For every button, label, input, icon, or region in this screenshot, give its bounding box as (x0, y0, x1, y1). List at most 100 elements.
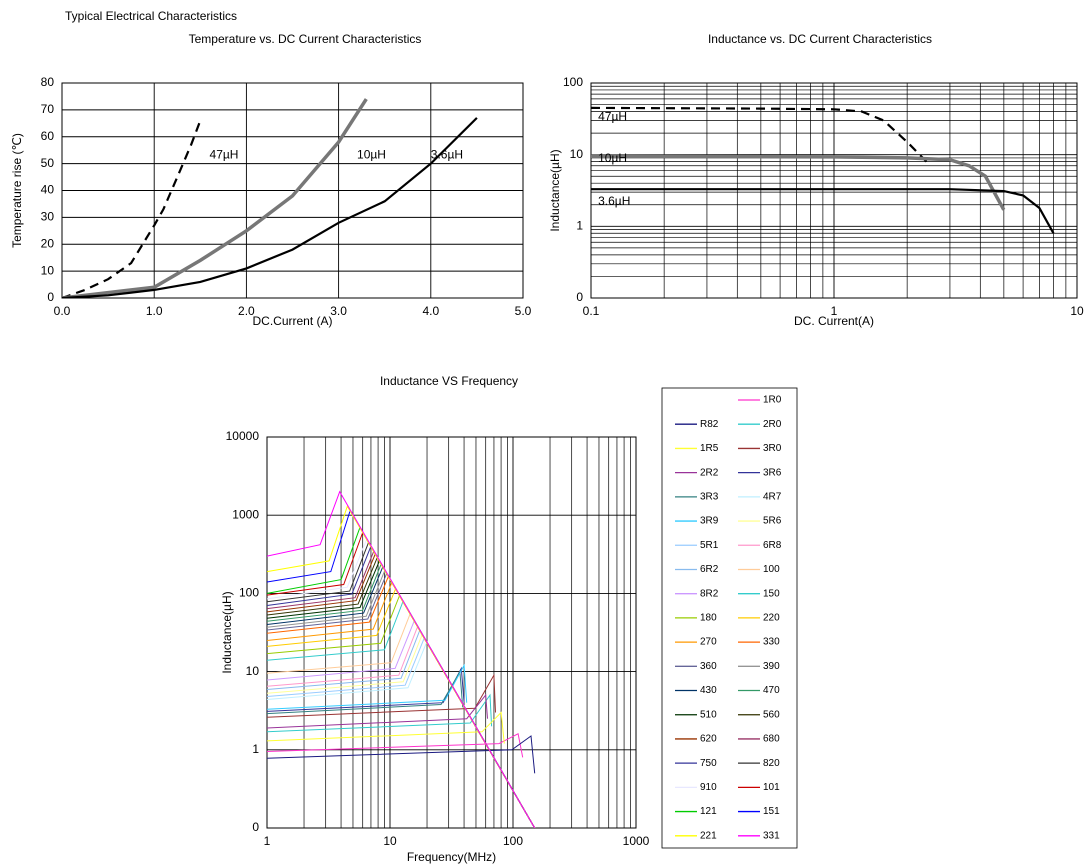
series-line (267, 733, 524, 758)
series-line (267, 669, 464, 715)
legend-label: 680 (763, 734, 780, 745)
y-tick-label: 1000 (232, 507, 259, 521)
legend-label: 330 (763, 637, 780, 648)
y-tick-label: 40 (41, 183, 55, 197)
legend-label: 820 (763, 758, 780, 769)
chart-title: Inductance vs. DC Current Characteristic… (708, 32, 932, 46)
series-label: 3.6µH (598, 194, 630, 208)
y-tick-label: 1 (576, 219, 583, 233)
x-tick-label: 1.0 (146, 304, 163, 318)
legend-label: 750 (700, 758, 717, 769)
x-tick-label: 10 (383, 834, 397, 848)
legend-label: 620 (700, 734, 717, 745)
legend-label: 1R5 (700, 443, 719, 454)
legend-label: 151 (763, 806, 780, 817)
y-tick-label: 50 (41, 156, 55, 170)
series-label: 10µH (598, 151, 627, 165)
y-tick-label: 30 (41, 210, 55, 224)
y-tick-label: 70 (41, 102, 55, 116)
series-line (267, 673, 496, 718)
series-label: 47µH (210, 148, 239, 162)
legend-label: 510 (700, 709, 717, 720)
x-axis-label: DC. Current(A) (794, 314, 874, 328)
y-tick-label: 60 (41, 129, 55, 143)
legend-label: 6R2 (700, 564, 719, 575)
series-line (267, 711, 505, 744)
series-line (591, 188, 1055, 234)
y-axis-label: Inductance(µH) (220, 591, 234, 673)
legend-label: 3R0 (763, 443, 782, 454)
plot-area (267, 437, 636, 828)
series-line (267, 735, 536, 774)
legend-label: 220 (763, 613, 780, 624)
y-tick-label: 0 (252, 820, 259, 834)
page-header: Typical Electrical Characteristics (65, 9, 237, 23)
x-tick-label: 100 (503, 834, 523, 848)
y-tick-label: 10 (246, 664, 260, 678)
legend-label: 6R8 (763, 540, 782, 551)
x-axis-label: DC.Current (A) (252, 314, 332, 328)
x-tick-label: 0.0 (54, 304, 71, 318)
legend-label: 2R2 (700, 467, 719, 478)
series-line (267, 490, 536, 828)
x-tick-label: 4.0 (422, 304, 439, 318)
legend-label: 180 (700, 613, 717, 624)
legend-label: 910 (700, 782, 717, 793)
series-line (267, 693, 493, 733)
chart: 0.0 1.0 2.0 3.0 4.0 5.0 0 10 20 30 40 50 60 70 80 Tempe… (10, 32, 531, 328)
legend-label: 3R3 (700, 491, 719, 502)
series-line (267, 663, 468, 710)
x-axis-label: Frequency(MHz) (407, 850, 496, 864)
legend-label: 2R0 (763, 419, 782, 430)
series-label: 47µH (598, 110, 627, 124)
y-tick-label: 100 (563, 75, 583, 89)
legend-label: 5R6 (763, 516, 782, 527)
legend-label: 430 (700, 685, 717, 696)
legend-label: 270 (700, 637, 717, 648)
x-tick-label: 1 (264, 834, 271, 848)
x-tick-label: 1 (831, 304, 838, 318)
legend-label: 470 (763, 685, 780, 696)
series-line (62, 98, 368, 298)
y-tick-label: 80 (41, 75, 55, 89)
y-tick-label: 100 (239, 586, 259, 600)
legend-label: 390 (763, 661, 780, 672)
legend-label: 331 (763, 830, 780, 841)
legend-label: 1R0 (763, 395, 782, 406)
legend-label: 121 (700, 806, 717, 817)
legend-label: 560 (763, 709, 780, 720)
series-line (591, 106, 928, 163)
series-line (62, 117, 478, 298)
legend-label: 3R9 (700, 516, 719, 527)
legend-label: 100 (763, 564, 780, 575)
y-tick-label: 0 (47, 290, 54, 304)
legend-label: R82 (700, 419, 719, 430)
legend-label: 101 (763, 782, 780, 793)
legend-label: 221 (700, 830, 717, 841)
y-tick-label: 1 (252, 742, 259, 756)
x-tick-label: 10 (1070, 304, 1084, 318)
x-tick-label: 5.0 (515, 304, 532, 318)
y-tick-label: 0 (576, 290, 583, 304)
plot-frame (266, 436, 637, 829)
series-label: 3.6µH (431, 148, 463, 162)
x-tick-label: 3.0 (330, 304, 347, 318)
y-axis-label: Inductance(µH) (548, 149, 562, 231)
legend-label: 8R2 (700, 588, 719, 599)
legend-label: 150 (763, 588, 780, 599)
series-line (62, 120, 202, 298)
y-tick-label: 10 (41, 263, 55, 277)
chart-title: Temperature vs. DC Current Characteristi… (189, 32, 422, 46)
chart-title: Inductance VS Frequency (380, 374, 518, 388)
legend-label: 4R7 (763, 491, 782, 502)
legend-label: 3R6 (763, 467, 782, 478)
legend-label: 360 (700, 661, 717, 672)
plot-frame (61, 82, 524, 299)
x-tick-label: 1000 (623, 834, 650, 848)
x-tick-label: 0.1 (583, 304, 600, 318)
plot-frame (590, 82, 1078, 299)
series-line (591, 154, 1006, 211)
